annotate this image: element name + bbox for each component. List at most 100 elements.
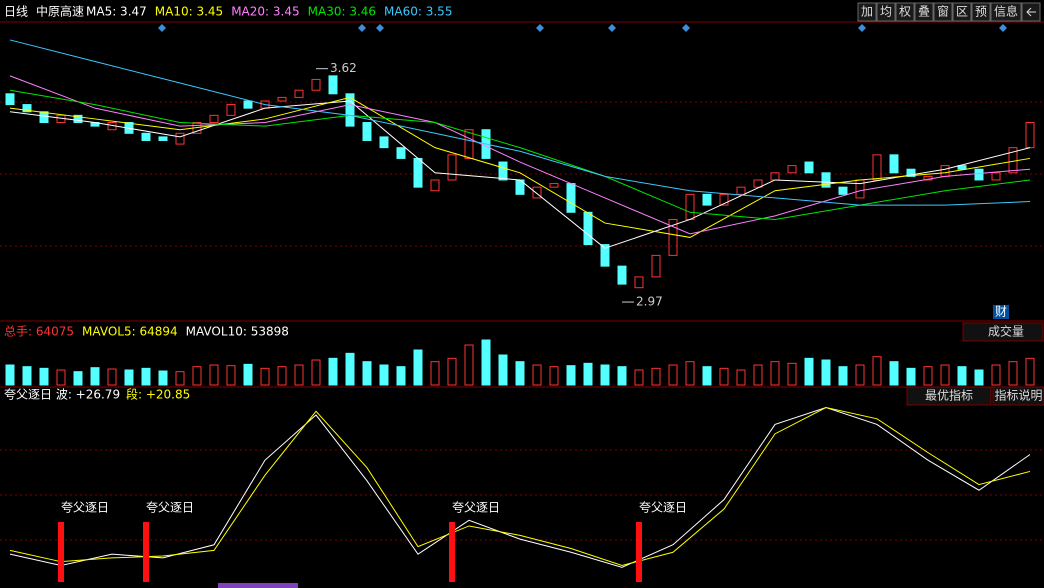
- volume-bar: [974, 369, 984, 386]
- ma-line: [9, 96, 1031, 238]
- signal-label: 夸父逐日: [146, 501, 194, 515]
- candle: [702, 193, 712, 206]
- fin-tag-box: [993, 305, 1009, 319]
- indicator-button[interactable]: [992, 386, 1044, 406]
- candle: [447, 154, 457, 181]
- ma-line: [9, 100, 1031, 249]
- toolbar-button-label: 预: [975, 5, 987, 19]
- candle: [736, 186, 746, 195]
- volume-bar: [22, 366, 32, 386]
- volume-bar: [940, 364, 950, 386]
- candle: [651, 254, 661, 278]
- candle: [345, 93, 355, 127]
- candle: [566, 183, 576, 213]
- ma-line: [9, 39, 1031, 206]
- volume-bar: [515, 361, 525, 386]
- candle: [787, 165, 797, 174]
- candle: [906, 168, 916, 177]
- volume-bar: [107, 368, 117, 386]
- volume-bar: [872, 356, 882, 386]
- ma-label: MA20: 3.45: [231, 5, 299, 19]
- toolbar-button-label: 加: [861, 5, 873, 19]
- candle: [22, 104, 32, 113]
- volume-label: 总手: 64075: [4, 325, 74, 339]
- oscillator-line: [9, 406, 1031, 568]
- signal-bar: [143, 522, 149, 582]
- volume-bar: [719, 367, 729, 386]
- volume-bar: [328, 357, 338, 386]
- candle: [753, 179, 763, 188]
- volume-bar: [787, 362, 797, 386]
- candle: [158, 136, 168, 141]
- ma-line: [9, 75, 1031, 235]
- volume-bar: [549, 366, 559, 386]
- candle: [379, 136, 389, 149]
- indicator-header: 段: +20.85: [126, 387, 190, 402]
- toolbar-button[interactable]: [857, 2, 877, 22]
- signal-label: 夸父逐日: [639, 501, 687, 515]
- toolbar-button-label: 叠: [918, 5, 930, 19]
- period: 日线: [4, 5, 28, 19]
- candle: [413, 157, 423, 188]
- volume-bar: [413, 349, 423, 386]
- signal-bar: [58, 522, 64, 582]
- candle: [634, 276, 644, 289]
- volume-bar: [770, 361, 780, 386]
- volume-bar: [362, 361, 372, 386]
- candle: [362, 122, 372, 141]
- price-annotation: 2.97: [636, 295, 663, 309]
- toolbar-button[interactable]: [933, 2, 953, 22]
- candle: [719, 193, 729, 206]
- volume-bar: [906, 367, 916, 386]
- ma-label: MA30: 3.46: [308, 5, 376, 19]
- volume-bar: [294, 364, 304, 386]
- volume-bar: [141, 367, 151, 386]
- volume-bar: [838, 366, 848, 386]
- volume-bar: [617, 366, 627, 386]
- volume-bar: [481, 339, 491, 386]
- volume-bar: [753, 364, 763, 386]
- candle: [294, 89, 304, 98]
- volume-bar: [124, 369, 134, 386]
- indicator-button[interactable]: [906, 386, 992, 406]
- volume-bar: [668, 364, 678, 386]
- volume-bar: [498, 354, 508, 386]
- volume-bar: [583, 362, 593, 386]
- event-markers: [158, 24, 1007, 32]
- oscillator-line: [9, 406, 1031, 566]
- candle: [311, 78, 321, 91]
- volume-bar: [447, 357, 457, 386]
- volume-bar: [260, 367, 270, 386]
- candle: [821, 172, 831, 188]
- volume-bar: [923, 366, 933, 386]
- volume-bar: [396, 366, 406, 386]
- candle: [804, 161, 814, 174]
- toolbar-button[interactable]: [990, 2, 1022, 22]
- toolbar-button[interactable]: [895, 2, 915, 22]
- candle: [5, 93, 15, 106]
- volume-label: MAVOL10: 53898: [186, 325, 289, 339]
- scrollbar[interactable]: [218, 583, 298, 588]
- toolbar-button[interactable]: [914, 2, 934, 22]
- toolbar-button[interactable]: [876, 2, 896, 22]
- volume-bar: [634, 369, 644, 386]
- candle: [209, 114, 219, 124]
- candle: [991, 172, 1001, 181]
- candle: [872, 154, 882, 181]
- volume-bar: [1008, 361, 1018, 386]
- candle: [583, 211, 593, 246]
- candle: [668, 218, 678, 256]
- toolbar-button[interactable]: [971, 2, 991, 22]
- toolbar-button-label: 窗: [937, 5, 949, 19]
- indicator-button-label: 最优指标: [925, 388, 973, 403]
- volume-bar: [957, 366, 967, 386]
- indicator-button[interactable]: [962, 322, 1044, 342]
- toolbar-button[interactable]: [952, 2, 972, 22]
- candle: [974, 168, 984, 181]
- stock-name: 中原高速: [36, 4, 84, 19]
- candle: [957, 165, 967, 170]
- volume-bar: [39, 367, 49, 386]
- volume-bar: [889, 361, 899, 386]
- volume-bar: [277, 366, 287, 386]
